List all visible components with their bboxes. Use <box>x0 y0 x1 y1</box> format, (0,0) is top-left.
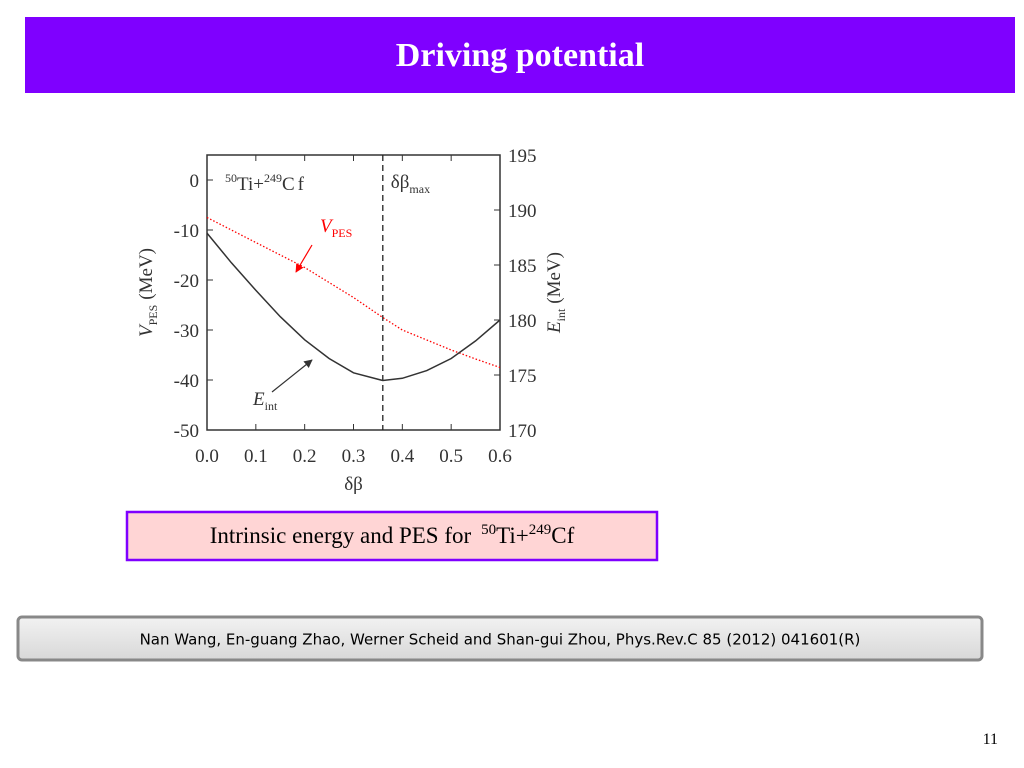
x-tick-label: 0.5 <box>439 446 463 467</box>
x-tick-label: 0.6 <box>488 446 512 467</box>
y-tick-label: -50 <box>174 421 199 442</box>
series-label: VPES <box>320 216 352 240</box>
series-label-main: E <box>252 389 265 410</box>
slide-title: Driving potential <box>396 37 644 74</box>
axis-label: Eint (MeV) <box>544 252 568 334</box>
y-tick-label: -10 <box>174 221 199 242</box>
marker-label-sub: max <box>409 182 430 196</box>
reaction-text: Ti+ <box>237 174 264 195</box>
series-label: Eint <box>252 389 278 413</box>
caption: Intrinsic energy and PES for 50Ti+249Cf <box>210 522 575 548</box>
series-label-sub: int <box>265 399 278 413</box>
y-tick-label: 0 <box>190 171 200 192</box>
y-tick-label: -40 <box>174 371 199 392</box>
y2-tick-label: 195 <box>508 146 537 167</box>
axis-label-unit: (MeV) <box>136 248 157 300</box>
axis-label-main: V <box>136 323 157 337</box>
x-tick-label: 0.0 <box>195 446 219 467</box>
marker-label-main: δβ <box>391 172 410 193</box>
reaction-sup: 50 <box>225 171 237 185</box>
annotation-arrow <box>295 244 313 273</box>
y2-tick-label: 190 <box>508 201 537 222</box>
caption-text: Cf <box>551 523 574 548</box>
x-axis-label: δβ <box>344 474 363 495</box>
y2-tick-label: 170 <box>508 421 537 442</box>
x-tick-label: 0.1 <box>244 446 268 467</box>
axis-label-main: E <box>544 321 565 334</box>
reaction-sup: 249 <box>264 171 282 185</box>
y-tick-label: -30 <box>174 321 199 342</box>
y-tick-label: -20 <box>174 271 199 292</box>
series-label-main: V <box>320 216 334 237</box>
caption-box <box>125 510 659 562</box>
axis-label-unit: (MeV) <box>544 252 565 304</box>
axis-label-sub: int <box>554 308 568 321</box>
caption-text: Ti+ <box>496 523 529 548</box>
series-line <box>206 232 501 382</box>
reaction-text: Cf <box>282 174 307 195</box>
reference-bar <box>16 615 984 662</box>
reaction-label: 50Ti+249Cf <box>225 171 307 195</box>
title-bar <box>25 17 1015 93</box>
reference: Nan Wang, En-guang Zhao, Werner Scheid a… <box>140 631 861 649</box>
caption-sup: 249 <box>529 522 552 538</box>
axis-label-sub: PES <box>146 305 160 326</box>
caption-text: Intrinsic energy and PES for <box>210 523 472 548</box>
annotation-arrow <box>271 359 313 393</box>
x-tick-label: 0.3 <box>342 446 366 467</box>
chart: 0.0 0.1 0.2 0.3 0.4 0.5 0.6 -50 -40 -30 -20 -10 0 170… <box>136 146 568 495</box>
y2-tick-label: 185 <box>508 256 537 277</box>
caption-sup: 50 <box>481 522 496 538</box>
x-tick-label: 0.4 <box>390 446 414 467</box>
axis-label: VPES (MeV) <box>136 248 160 337</box>
x-tick-label: 0.2 <box>293 446 317 467</box>
page-number: 11 <box>983 731 998 748</box>
series-label-sub: PES <box>332 226 353 240</box>
y2-tick-label: 175 <box>508 366 537 387</box>
y2-tick-label: 180 <box>508 311 537 332</box>
plot-frame <box>206 154 501 431</box>
series-line <box>206 216 501 369</box>
marker-label: δβmax <box>391 172 430 196</box>
